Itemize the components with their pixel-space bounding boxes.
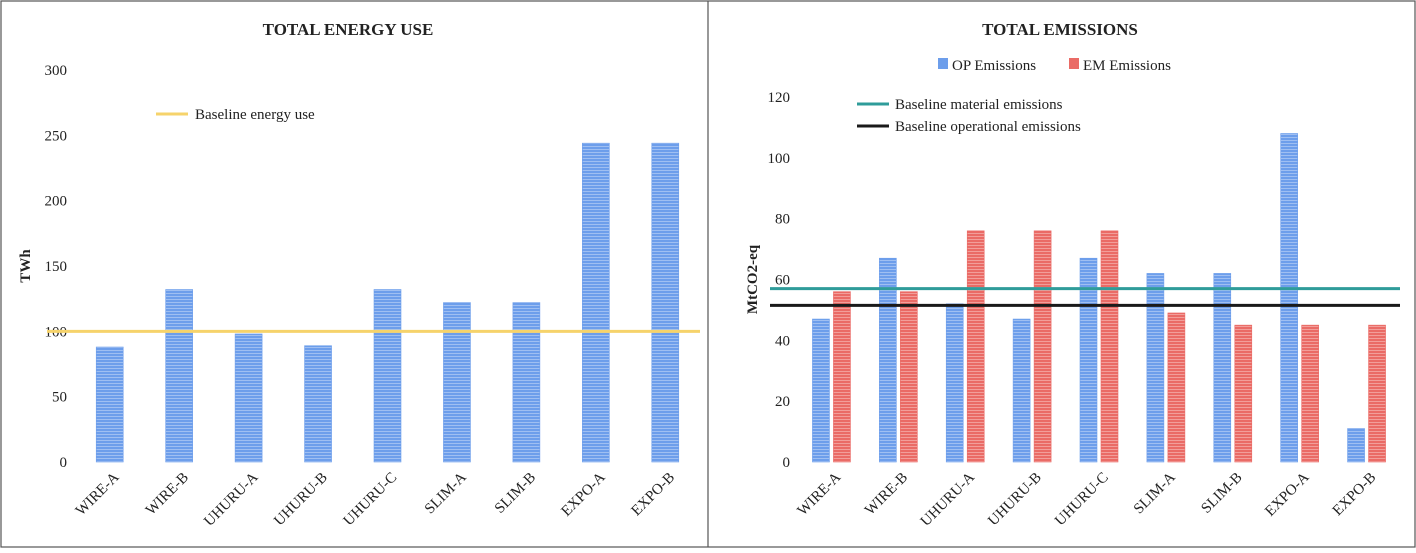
- x-tick-label: UHURU-C: [341, 470, 401, 530]
- x-tick-label: UHURU-B: [985, 470, 1045, 530]
- chart-title: TOTAL EMISSIONS: [982, 20, 1138, 39]
- y-tick-label: 60: [775, 273, 790, 289]
- legend-swatch: [1069, 58, 1079, 69]
- bar: [900, 291, 918, 463]
- x-tick-label: SLIM-A: [422, 469, 470, 517]
- y-tick-label: 250: [45, 128, 68, 144]
- bar: [1280, 133, 1298, 463]
- emissions-chart: TOTAL EMISSIONS 0 20 40 60 80 100 120 MtCO2-eq WI…: [745, 20, 1400, 530]
- bar: [651, 142, 680, 463]
- legend-swatch: [938, 58, 948, 69]
- y-tick-label: 40: [775, 333, 790, 349]
- x-tick-label: UHURU-B: [271, 470, 331, 530]
- legend-label: Baseline material emissions: [895, 97, 1063, 113]
- bar: [1033, 230, 1052, 463]
- bar: [1079, 257, 1098, 463]
- legend-label: OP Emissions: [952, 58, 1036, 74]
- energy-chart: TOTAL ENERGY USE050100150200250300TWhWIR…: [18, 20, 700, 530]
- x-tick-label: SLIM-B: [492, 470, 539, 517]
- x-tick-label: SLIM-A: [1131, 469, 1179, 517]
- x-tick-label: EXPO-B: [628, 470, 678, 520]
- x-tick-label: UHURU-C: [1052, 470, 1112, 530]
- chart-title: TOTAL ENERGY USE: [263, 20, 434, 39]
- x-tick-label: EXPO-A: [1262, 469, 1312, 519]
- y-tick-label: 0: [60, 455, 68, 471]
- bar: [945, 303, 964, 463]
- y-tick-label: 100: [768, 151, 791, 167]
- bar: [1012, 318, 1031, 463]
- bar: [443, 302, 471, 463]
- x-tick-label: SLIM-B: [1198, 470, 1245, 517]
- bar: [512, 302, 541, 463]
- y-tick-label: 150: [45, 259, 68, 275]
- bar: [165, 289, 193, 463]
- bar: [833, 291, 851, 463]
- bar: [582, 142, 610, 463]
- legend-label: Baseline operational emissions: [895, 119, 1081, 135]
- x-tick-label: UHURU-A: [918, 469, 978, 529]
- x-tick-label: UHURU-A: [201, 469, 261, 529]
- bar: [879, 257, 897, 463]
- bar: [1301, 324, 1319, 463]
- legend-label: Baseline energy use: [195, 107, 315, 123]
- bar: [1100, 230, 1119, 463]
- bar: [304, 345, 332, 463]
- bar: [1146, 273, 1165, 463]
- bar: [95, 346, 124, 463]
- y-tick-label: 80: [775, 212, 790, 228]
- bar: [1234, 324, 1253, 463]
- y-tick-label: 0: [783, 455, 791, 471]
- x-tick-label: EXPO-A: [558, 469, 608, 519]
- bar: [1368, 324, 1386, 463]
- bar: [966, 230, 985, 463]
- y-tick-label: 20: [775, 394, 790, 410]
- y-tick-label: 300: [45, 63, 68, 79]
- x-tick-label: WIRE-B: [862, 470, 911, 519]
- x-tick-label: WIRE-A: [73, 469, 123, 519]
- y-tick-label: 120: [768, 90, 791, 106]
- bar: [1167, 312, 1186, 463]
- bar: [234, 333, 263, 463]
- bar: [1347, 428, 1365, 463]
- legend-label: EM Emissions: [1083, 58, 1171, 74]
- bar: [1213, 273, 1232, 463]
- x-tick-label: EXPO-B: [1330, 470, 1380, 520]
- y-tick-label: 200: [45, 194, 68, 210]
- x-tick-label: WIRE-A: [795, 469, 845, 519]
- x-tick-label: WIRE-B: [143, 470, 192, 519]
- y-axis-label: TWh: [18, 249, 34, 283]
- y-axis-label: MtCO2-eq: [745, 244, 761, 314]
- bar: [812, 318, 830, 463]
- y-tick-label: 50: [52, 390, 67, 406]
- bar: [373, 289, 402, 463]
